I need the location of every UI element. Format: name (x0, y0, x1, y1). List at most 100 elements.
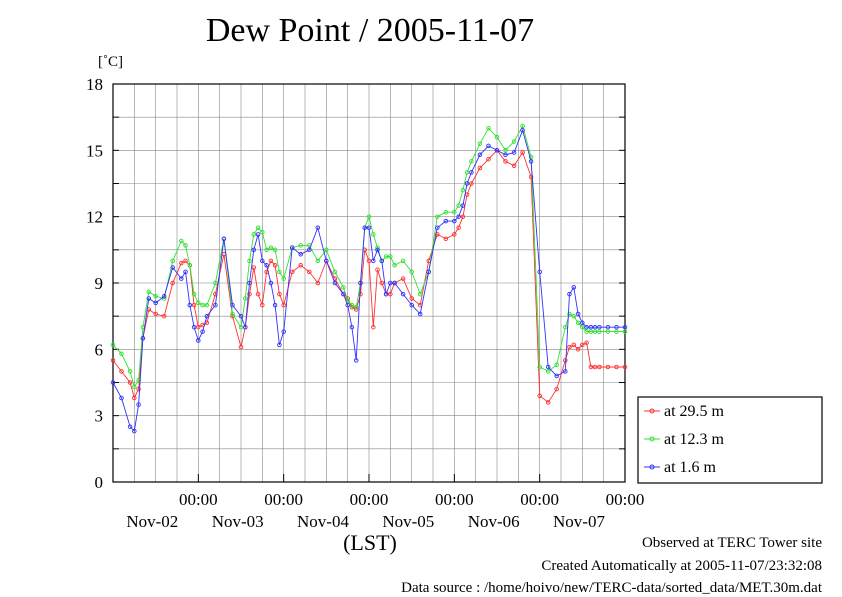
data-point (435, 225, 440, 230)
data-point (456, 214, 461, 219)
data-point (298, 252, 303, 257)
plot-frame (112, 83, 626, 483)
data-point (289, 245, 295, 250)
data-point (383, 254, 389, 259)
data-point (255, 232, 261, 237)
data-point (251, 232, 257, 237)
y-unit-label: [˚C] (98, 54, 123, 70)
data-point (268, 258, 274, 264)
data-point (622, 324, 628, 330)
data-point (375, 267, 380, 272)
data-point (537, 393, 542, 399)
data-point (584, 329, 589, 334)
x-axis-label: (LST) (343, 530, 397, 555)
data-point (110, 342, 116, 348)
x-tick-hour-label: 00:00 (435, 490, 474, 509)
series-line (112, 149, 625, 404)
legend-marker (649, 436, 655, 442)
data-point (238, 344, 244, 350)
data-point (567, 344, 572, 350)
data-point (277, 269, 282, 275)
data-point (592, 329, 598, 334)
data-point (191, 291, 197, 297)
data-point (146, 296, 152, 301)
data-point (119, 369, 124, 374)
data-point (460, 203, 466, 208)
data-point (277, 291, 282, 297)
data-point (511, 139, 517, 144)
data-point (520, 150, 525, 155)
data-point (456, 225, 461, 230)
data-point (545, 369, 551, 374)
y-tick-label: 15 (86, 141, 103, 160)
data-point (371, 232, 376, 237)
data-point (588, 324, 594, 330)
data-point (563, 369, 568, 374)
data-point (443, 209, 449, 215)
data-point (567, 311, 572, 317)
data-point (307, 247, 312, 253)
data-point (563, 324, 568, 330)
x-tick-hour-label: 00:00 (350, 490, 389, 509)
data-point (388, 254, 393, 259)
data-point (511, 150, 517, 155)
x-tick-hour-label: 00:00 (606, 490, 645, 509)
legend-label: at 1.6 m (664, 459, 717, 476)
data-point (353, 305, 359, 310)
data-point (281, 276, 286, 281)
data-point (563, 358, 568, 363)
footer-site: Observed at TERC Tower site (641, 535, 822, 551)
data-point (200, 302, 205, 308)
data-point (127, 369, 133, 374)
data-point (494, 148, 500, 153)
data-point (580, 324, 585, 330)
legend-marker (649, 464, 655, 470)
data-point (469, 170, 474, 175)
data-point (332, 280, 338, 286)
data-point (349, 302, 355, 308)
data-point (520, 123, 525, 129)
data-point (443, 236, 449, 242)
data-point (469, 181, 474, 186)
data-point (494, 134, 500, 140)
data-point (213, 302, 218, 308)
data-point (260, 258, 265, 264)
data-point (511, 163, 517, 169)
data-point (161, 313, 167, 319)
data-point (584, 340, 589, 345)
data-point (238, 313, 244, 319)
data-point (464, 170, 470, 175)
footer-source: Data source : /home/hoivo/new/TERC-data/… (401, 580, 822, 596)
data-point (196, 324, 201, 330)
y-tick-label: 3 (95, 407, 104, 426)
data-point (592, 324, 598, 330)
data-point (379, 258, 385, 264)
data-point (255, 225, 261, 230)
data-point (597, 364, 602, 370)
data-point (247, 291, 252, 297)
data-point (146, 289, 152, 295)
data-point (554, 373, 559, 379)
data-point (324, 258, 329, 264)
y-tick-label: 0 (95, 473, 104, 492)
data-point (392, 280, 397, 286)
data-point (571, 313, 577, 319)
data-point (486, 156, 491, 162)
data-point (379, 280, 385, 286)
data-point (567, 291, 572, 297)
data-point (392, 263, 397, 268)
data-point (298, 263, 303, 268)
data-point (597, 329, 602, 334)
data-point (238, 324, 244, 330)
data-point (341, 291, 346, 297)
data-point (140, 336, 146, 341)
data-point (247, 280, 252, 286)
data-point (196, 300, 201, 306)
data-point (119, 395, 124, 401)
legend-label: at 12.3 m (664, 431, 725, 448)
data-point (409, 302, 414, 308)
data-point (187, 263, 193, 268)
data-point (332, 269, 338, 275)
y-tick-label: 9 (95, 274, 104, 293)
data-point (268, 280, 274, 286)
